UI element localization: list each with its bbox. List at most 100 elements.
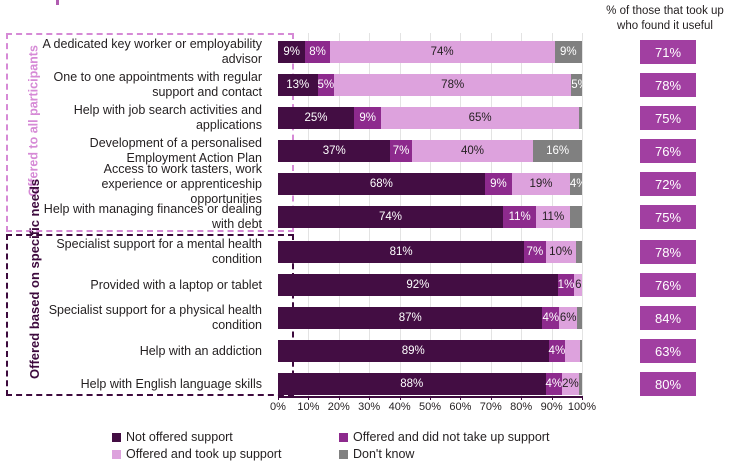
category-label: Development of a personalised Employment…	[89, 136, 262, 165]
bar-segment: 9%	[354, 107, 382, 129]
x-axis-tick-label: 100%	[567, 401, 597, 413]
category-label: A dedicated key worker or employability …	[42, 37, 262, 66]
chart-row: One to one appointments with regular sup…	[0, 67, 739, 103]
bar-segment-label: 1%	[557, 279, 575, 291]
bar-segment: 81%	[278, 241, 525, 263]
bar-segment: 9%	[278, 41, 306, 63]
bar-segment-label: 4%	[569, 178, 582, 190]
x-axis-tick-label: 0%	[270, 401, 286, 413]
bar-segment: 78%	[334, 74, 572, 96]
bar-segment: 92%	[278, 274, 558, 296]
secondary-column-header: % of those that took up who found it use…	[595, 4, 735, 34]
category-label: Specialist support for a physical health…	[48, 303, 262, 332]
bar-segment-label: 13%	[286, 79, 310, 91]
stacked-bar: 88% 4% 2%	[278, 373, 582, 395]
usefulness-badge: 76%	[640, 139, 696, 163]
x-axis-tick-labels: 0% 10% 20% 30% 40% 50% 60% 70% 80% 90% 100%	[0, 401, 739, 417]
bar-segment: 40%	[411, 140, 534, 162]
usefulness-badge: 71%	[640, 40, 696, 64]
legend-item-dont-know: Don't know	[339, 447, 414, 461]
bar-segment-label: 5%	[317, 79, 335, 91]
gridline	[582, 33, 583, 396]
x-axis-tick	[582, 396, 583, 400]
category-label: Help with job search activities and appl…	[73, 103, 262, 132]
stacked-bar: 74% 11% 11%	[278, 206, 582, 228]
bar-segment-label: 68%	[369, 178, 393, 190]
bar-segment: 7%	[390, 140, 412, 162]
bar-segment-label: 65%	[468, 112, 492, 124]
usefulness-badge: 78%	[640, 240, 696, 264]
bar-segment-label: 74%	[378, 211, 402, 223]
bar-segment	[580, 340, 582, 362]
bar-segment: 74%	[329, 41, 555, 63]
stacked-bar: 81% 7% 10%	[278, 241, 582, 263]
x-axis-tick	[338, 396, 340, 400]
bar-segment: 4%	[548, 340, 566, 362]
bar-segment: 5%	[571, 74, 582, 96]
stacked-bar: 37% 7% 40% 16%	[278, 140, 582, 162]
x-axis-tick	[430, 396, 431, 400]
bar-segment: 9%	[484, 173, 513, 195]
bar-segment: 6%	[559, 307, 578, 329]
category-label: Help with English language skills	[80, 376, 262, 391]
x-axis-tick-label: 60%	[449, 401, 472, 413]
bar-segment-label: 9%	[359, 112, 376, 124]
legend-swatch-icon	[339, 432, 348, 442]
x-axis-tick	[551, 396, 553, 400]
bar-segment-label: 88%	[400, 378, 424, 390]
bar-segment: 11%	[536, 206, 570, 228]
stacked-bar: 9% 8% 74% 9%	[278, 41, 582, 63]
bar-segment: 19%	[512, 173, 570, 195]
x-axis-tick-label: 50%	[418, 401, 442, 413]
bar-segment-label: 87%	[398, 312, 422, 324]
usefulness-badge: 75%	[640, 106, 696, 130]
legend-swatch-icon	[339, 449, 348, 459]
bar-segment: 2%	[562, 373, 579, 395]
x-axis-tick-label: 80%	[510, 401, 533, 413]
category-label: Specialist support for a mental health c…	[56, 237, 262, 266]
bar-segment-label: 74%	[430, 46, 454, 58]
bar-segment-label: 2%	[562, 378, 579, 390]
x-axis-tick-label: 10%	[297, 401, 320, 413]
x-axis-tick	[308, 396, 310, 400]
category-label: Access to work tasters, work experience …	[101, 161, 262, 206]
bar-segment: 5%	[317, 74, 335, 96]
usefulness-badge: 78%	[640, 73, 696, 97]
bar-segment: 25%	[278, 107, 354, 129]
legend-label: Don't know	[353, 447, 415, 461]
usefulness-badge: 63%	[640, 339, 696, 363]
bar-segment: 4%	[545, 373, 563, 395]
category-label: Help with managing finances or dealing w…	[43, 202, 262, 231]
bar-segment-label: 4%	[545, 378, 563, 390]
legend-item-took-up: Offered and took up support	[112, 447, 281, 461]
chart-row: Help with managing finances or dealing w…	[0, 199, 739, 235]
usefulness-badge: 72%	[640, 172, 696, 196]
bar-segment: 7%	[524, 241, 546, 263]
stacked-bar: 25% 9% 65%	[278, 107, 582, 129]
x-axis-tick-label: 90%	[540, 401, 563, 413]
bar-segment-label: 9%	[490, 178, 507, 190]
x-axis-tick	[460, 396, 462, 400]
bar-segment: 87%	[278, 307, 543, 329]
stacked-bar: 68% 9% 19% 4%	[278, 173, 582, 195]
stacked-bar: 13% 5% 78% 5%	[278, 74, 582, 96]
bar-segment-label: 6%	[575, 279, 582, 291]
bar-segment: 74%	[278, 206, 503, 228]
bar-segment-label: 11%	[508, 211, 531, 223]
category-label: Provided with a laptop or tablet	[90, 277, 262, 292]
bar-segment-label: 4%	[548, 345, 566, 357]
bar-segment-label: 19%	[529, 178, 553, 190]
x-axis-tick-label: 40%	[388, 401, 411, 413]
stacked-bar: 89% 4%	[278, 340, 582, 362]
stacked-bar: 92% 1%6%	[278, 274, 582, 296]
bar-segment-label: 11%	[542, 211, 565, 223]
category-label: One to one appointments with regular sup…	[53, 70, 262, 99]
bar-segment-label: 37%	[322, 145, 346, 157]
bar-segment-label: 10%	[549, 246, 573, 258]
x-axis-tick-label: 30%	[358, 401, 381, 413]
bar-segment-label: 40%	[461, 145, 485, 157]
bar-segment: 88%	[278, 373, 546, 395]
legend-label: Offered and did not take up support	[353, 430, 550, 444]
category-label: Help with an addiction	[139, 343, 262, 358]
